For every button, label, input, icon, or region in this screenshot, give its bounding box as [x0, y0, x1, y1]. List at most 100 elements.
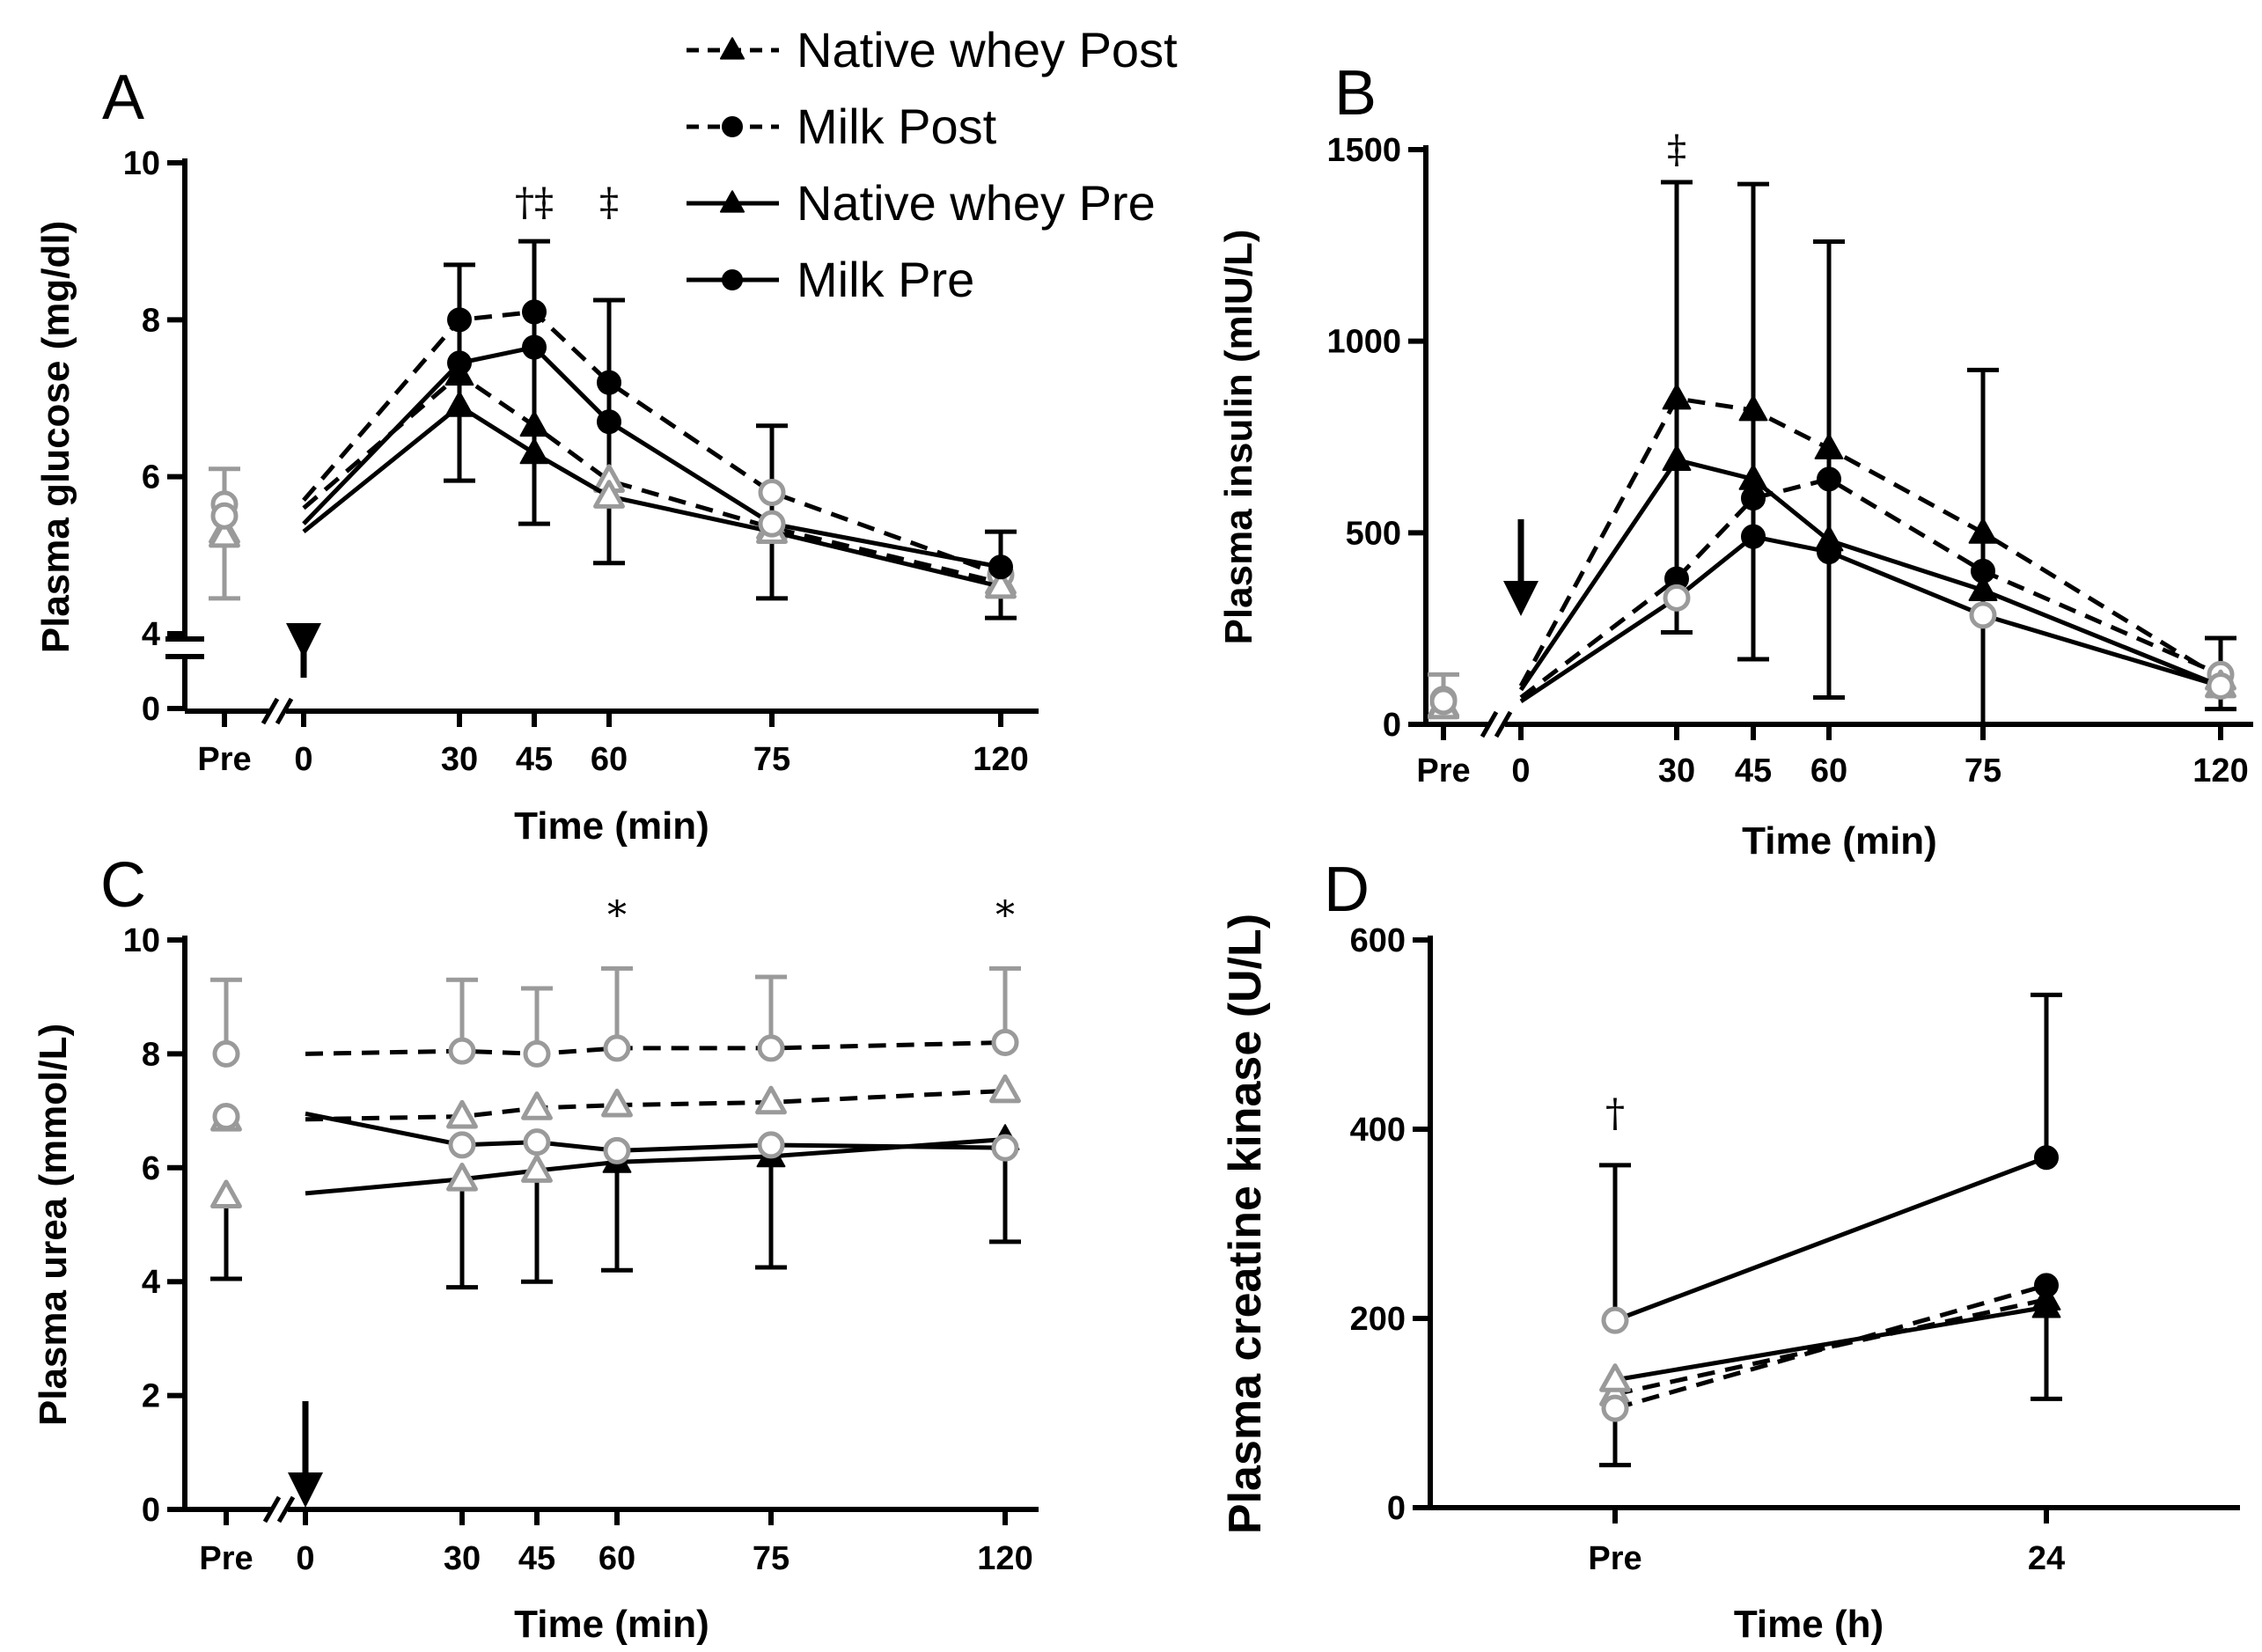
panel-label: B: [1334, 58, 1377, 128]
y-tick-label: 1500: [1326, 132, 1401, 169]
data-point: [758, 510, 786, 538]
x-tick-label: 60: [599, 1540, 635, 1577]
legend-label: Milk Pre: [797, 252, 974, 307]
x-axis-break-mark: [1480, 710, 1499, 738]
data-point: [755, 1085, 787, 1115]
x-tick-label: 75: [1965, 753, 2001, 789]
x-axis-label: Time (min): [514, 1603, 709, 1646]
data-point-pre: [212, 1039, 240, 1068]
series-line: [305, 1088, 1006, 1122]
legend-marker: [719, 37, 745, 60]
series-line: [1519, 534, 2222, 703]
data-point: [1968, 575, 1998, 602]
series-milk-post: [210, 299, 1015, 589]
data-point: [601, 1088, 633, 1118]
error-bars: [1599, 992, 2062, 1468]
arrow-head: [1503, 581, 1539, 616]
data-point: [1741, 524, 1766, 549]
x-tick-label: 45: [518, 1540, 555, 1577]
data-point: [991, 1134, 1019, 1162]
axes: 0 2 4 6 8 10 Pre 0 30 45 60 75 120 Time (min) Plasma u…: [32, 922, 1039, 1646]
data-point: [1738, 394, 1768, 422]
y-tick-label: 200: [1350, 1301, 1406, 1338]
x-tick-label: Pre: [199, 1540, 253, 1577]
data-point: [444, 391, 474, 417]
data-point: [523, 1128, 551, 1156]
series-milk-post: [1429, 466, 2235, 714]
axes: 0 200 400 600 Pre 24 Time (h) Plasma creatine k…: [1220, 914, 2240, 1646]
data-point: [447, 350, 472, 376]
series-line: [302, 344, 1002, 569]
panel-label: A: [102, 62, 144, 133]
data-point: [593, 480, 625, 509]
data-point: [757, 1034, 785, 1062]
data-point: [521, 1091, 553, 1120]
x-tick-label: 75: [753, 741, 790, 778]
y-axis-label: Plasma urea (mmol/L): [32, 1024, 75, 1426]
y-tick-label: 8: [142, 302, 160, 339]
data-point: [991, 1028, 1019, 1056]
series-milk-pre: [1601, 1145, 2059, 1334]
y-axis-label: Plasma insulin (mIU/L): [1217, 230, 1260, 645]
x-tick-label: 30: [441, 741, 478, 778]
series-line: [305, 1136, 1006, 1196]
series-milk-post: [1601, 1273, 2059, 1422]
data-point: [1662, 444, 1692, 471]
x-tick-label: 120: [977, 1540, 1032, 1577]
y-tick-label: 500: [1346, 515, 1401, 552]
legend-marker: [722, 269, 743, 290]
data-point: [989, 1074, 1021, 1104]
series-line: [1614, 1297, 2047, 1397]
x-axis-break-mark: [276, 1495, 296, 1524]
axes: 0 500 1000 1500 Pre 0 30 45 60 75 120 Time (min) Pla…: [1217, 132, 2253, 863]
x-axis-break-mark: [275, 697, 294, 725]
data-point: [1601, 1306, 1629, 1334]
x-tick-label: 0: [296, 1540, 314, 1577]
legend-marker: [719, 190, 745, 213]
meal-arrow: [1503, 519, 1539, 616]
significance-annotation: †‡: [515, 180, 554, 225]
series-line: [1614, 1304, 2047, 1383]
data-point-pre: [1429, 687, 1458, 716]
data-point-pre: [210, 1179, 242, 1209]
panel-label: D: [1324, 855, 1370, 925]
y-tick-label: 0: [142, 691, 160, 728]
error-bars: [210, 966, 1021, 1290]
panel-c-urea-chart: 0 2 4 6 8 10 Pre 0 30 45 60 75 120 Time (min) Plasma u…: [32, 850, 1039, 1646]
series-line: [302, 309, 1002, 577]
x-tick-label: 0: [294, 741, 312, 778]
legend: Native whey Post Milk Post Native whey Pre…: [687, 22, 1178, 307]
data-point: [1817, 540, 1841, 565]
data-point: [988, 554, 1013, 580]
data-point: [597, 409, 621, 435]
data-point: [2207, 672, 2235, 700]
panel-a-glucose-chart: 0 4 6 8 10 Pre 0 30 45 60 75 120 Time (min) Plasma gl…: [34, 62, 1039, 848]
legend-label: Native whey Post: [797, 22, 1178, 77]
axes: 0 4 6 8 10 Pre 0 30 45 60 75 120 Time (min) Plasma gl…: [34, 145, 1039, 848]
panel-b-insulin-chart: 0 500 1000 1500 Pre 0 30 45 60 75 120 Time (min) Pla…: [1217, 58, 2253, 863]
data-point: [1738, 464, 1768, 490]
panel-label: C: [100, 850, 146, 921]
data-point: [448, 1131, 476, 1159]
x-axis-label: Time (min): [514, 804, 709, 848]
series-milk-pre: [212, 1103, 1019, 1164]
x-tick-label: Pre: [197, 741, 251, 778]
series-line: [1519, 476, 2222, 700]
panel-d-creatine-kinase-chart: 0 200 400 600 Pre 24 Time (h) Plasma creatine k…: [1220, 855, 2240, 1646]
y-tick-label: 2: [142, 1378, 160, 1415]
y-tick-label: 4: [142, 1264, 160, 1301]
y-tick-label: 0: [1383, 707, 1401, 744]
series-line: [1614, 1155, 2047, 1323]
y-tick-label: 600: [1350, 922, 1406, 959]
y-tick-label: 6: [142, 1150, 160, 1187]
y-tick-label: 1000: [1326, 324, 1401, 361]
data-point: [2034, 1145, 2059, 1171]
significance-annotation: ‡: [599, 180, 619, 225]
x-axis-label: Time (min): [1742, 819, 1937, 863]
data-point: [603, 1136, 631, 1164]
data-point-pre: [209, 518, 240, 548]
y-tick-label: 10: [123, 145, 160, 182]
series-line: [1518, 457, 2222, 692]
legend-marker: [722, 116, 743, 137]
